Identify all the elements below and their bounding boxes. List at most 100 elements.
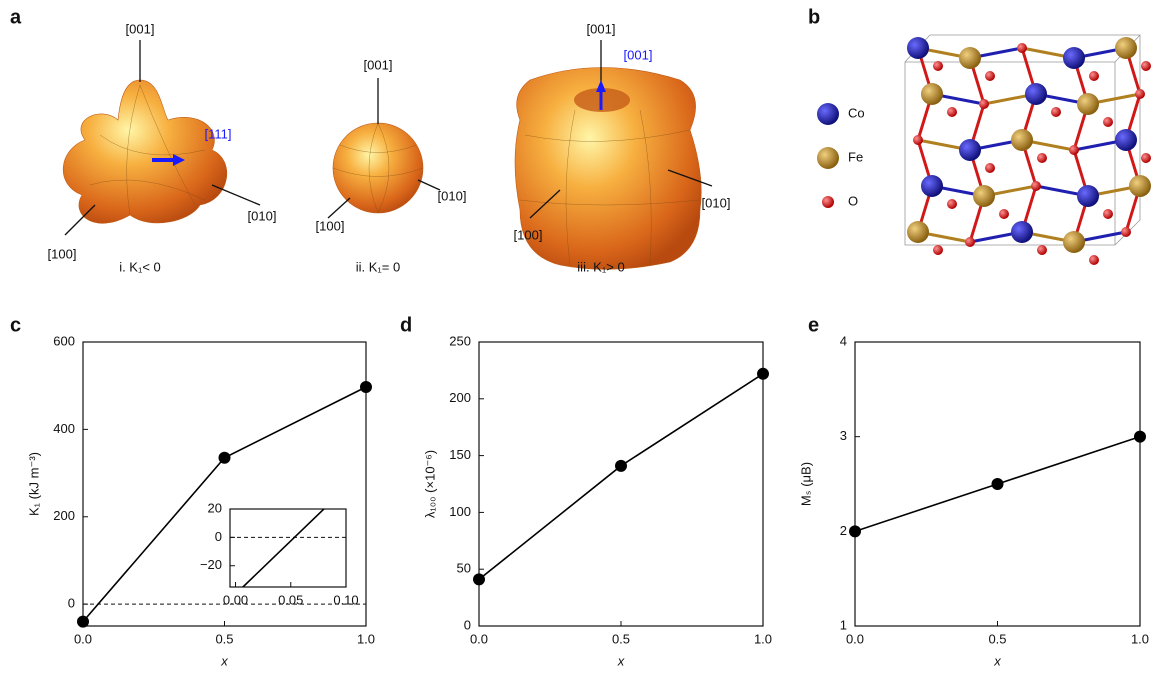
y-axis-label: λ₁₀₀ (×10⁻⁶) <box>422 450 437 518</box>
atom <box>1025 83 1047 105</box>
data-point <box>77 616 89 628</box>
y-tick-label: 200 <box>53 508 75 523</box>
atom <box>921 175 943 197</box>
legend-marker <box>822 196 834 208</box>
axis-label: [010] <box>438 188 467 203</box>
data-point <box>992 478 1004 490</box>
caption: i. K₁< 0 <box>119 259 161 274</box>
atom <box>1077 185 1099 207</box>
atom <box>913 135 923 145</box>
atom <box>1069 145 1079 155</box>
axis-label: [001] <box>624 47 653 62</box>
legend-marker <box>817 103 839 125</box>
plot-frame <box>479 342 763 626</box>
data-point <box>849 525 861 537</box>
atom <box>1121 227 1131 237</box>
y-tick-label: 1 <box>840 617 847 632</box>
y-axis-label: Mₛ (μB) <box>798 462 813 506</box>
data-point <box>1134 431 1146 443</box>
x-tick-label: 0.5 <box>612 631 630 646</box>
atom <box>1011 221 1033 243</box>
x-tick-label: 0.0 <box>470 631 488 646</box>
atom <box>1135 89 1145 99</box>
panel-letter: b <box>808 6 820 28</box>
axis-line <box>212 185 260 205</box>
atom <box>985 163 995 173</box>
y-tick-label: 3 <box>840 428 847 443</box>
legend-label: Fe <box>848 149 863 164</box>
atom <box>959 139 981 161</box>
data-point <box>615 460 627 472</box>
y-tick-label: 400 <box>53 421 75 436</box>
atom <box>1141 61 1151 71</box>
atom <box>933 61 943 71</box>
atom <box>1089 255 1099 265</box>
atom <box>1017 43 1027 53</box>
surface-iii <box>515 68 701 270</box>
crystal-structure <box>905 35 1151 265</box>
panel-letter: e <box>808 314 819 336</box>
y-tick-label: 20 <box>208 500 222 515</box>
atom <box>921 83 943 105</box>
axis-label: [001] <box>587 21 616 36</box>
inset-background <box>230 509 346 587</box>
atom <box>933 245 943 255</box>
y-tick-label: 0 <box>464 617 471 632</box>
caption: iii. K₁> 0 <box>577 259 624 274</box>
atom <box>999 209 1009 219</box>
atom <box>959 47 981 69</box>
atom <box>1037 245 1047 255</box>
atom <box>965 237 975 247</box>
axis-line <box>328 198 350 218</box>
y-tick-label: 100 <box>449 504 471 519</box>
data-point <box>757 368 769 380</box>
atom <box>973 185 995 207</box>
x-tick-label: 0.00 <box>223 592 248 607</box>
atom <box>1063 231 1085 253</box>
atom <box>907 221 929 243</box>
y-axis-label: K₁ (kJ m⁻³) <box>26 452 41 516</box>
atom <box>1037 153 1047 163</box>
x-tick-label: 0.5 <box>215 631 233 646</box>
panel-letter: d <box>400 314 412 336</box>
y-tick-label: 4 <box>840 333 847 348</box>
axis-label: [100] <box>48 246 77 261</box>
atom <box>985 71 995 81</box>
surface-ii <box>333 123 423 213</box>
atom <box>1031 181 1041 191</box>
y-tick-label: 600 <box>53 333 75 348</box>
atom <box>1077 93 1099 115</box>
atom <box>1141 153 1151 163</box>
atom <box>1129 175 1151 197</box>
x-tick-label: 0.10 <box>333 592 358 607</box>
x-tick-label: 0.5 <box>988 631 1006 646</box>
axis-label: [001] <box>364 57 393 72</box>
atom <box>1103 209 1113 219</box>
x-axis-label: x <box>993 653 1001 668</box>
data-point <box>360 381 372 393</box>
atom <box>1089 71 1099 81</box>
atom <box>1103 117 1113 127</box>
y-tick-label: 50 <box>457 561 471 576</box>
x-tick-label: 0.05 <box>278 592 303 607</box>
y-tick-label: 250 <box>449 333 471 348</box>
y-tick-label: 2 <box>840 523 847 538</box>
caption: ii. K₁= 0 <box>356 259 401 274</box>
x-tick-label: 1.0 <box>1131 631 1149 646</box>
axis-label: [100] <box>316 218 345 233</box>
x-tick-label: 1.0 <box>357 631 375 646</box>
atom <box>947 199 957 209</box>
axis-label: [100] <box>514 227 543 242</box>
axis-label: [010] <box>702 195 731 210</box>
atom <box>1051 107 1061 117</box>
axis-label: [001] <box>126 21 155 36</box>
atom <box>907 37 929 59</box>
axis-label: [111] <box>205 126 232 141</box>
surface-i <box>63 80 227 223</box>
x-tick-label: 0.0 <box>74 631 92 646</box>
atom <box>1063 47 1085 69</box>
atom <box>979 99 989 109</box>
data-line <box>479 374 763 580</box>
y-tick-label: 0 <box>68 596 75 611</box>
y-tick-label: −20 <box>200 557 222 572</box>
